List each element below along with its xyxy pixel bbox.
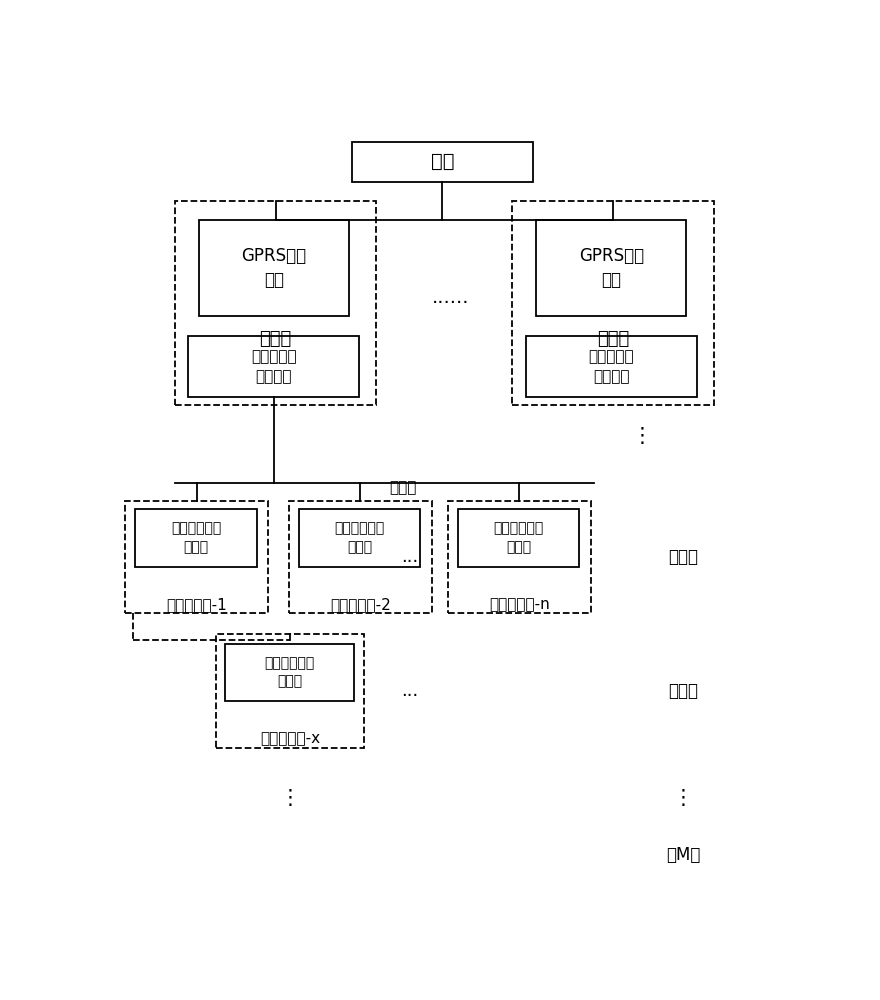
Bar: [512, 201, 714, 405]
Text: 集中器: 集中器: [598, 330, 629, 348]
Text: 载波电能表-2: 载波电能表-2: [330, 597, 391, 612]
Text: ⋮: ⋮: [672, 788, 693, 808]
Bar: [125, 501, 268, 613]
Bar: [536, 220, 686, 316]
Bar: [199, 220, 348, 316]
Bar: [299, 509, 421, 567]
Text: ...: ...: [401, 682, 419, 700]
Bar: [216, 634, 364, 748]
Bar: [224, 644, 354, 701]
Text: 第一载波数
据收发器: 第一载波数 据收发器: [589, 349, 634, 384]
Text: 电力线: 电力线: [390, 481, 417, 496]
Text: 第M层: 第M层: [665, 846, 700, 864]
Bar: [458, 509, 579, 567]
Text: ⋮: ⋮: [280, 788, 300, 808]
Bar: [175, 201, 376, 405]
Text: 集中器: 集中器: [260, 330, 292, 348]
Bar: [136, 509, 257, 567]
Bar: [188, 336, 359, 397]
Text: GPRS通信
模块: GPRS通信 模块: [579, 247, 644, 289]
Text: 第一层: 第一层: [668, 548, 698, 566]
Text: 载波电能表-x: 载波电能表-x: [260, 732, 320, 747]
Text: 载波电能表-n: 载波电能表-n: [488, 597, 550, 612]
Text: ......: ......: [432, 288, 470, 307]
Text: 载波电能表-1: 载波电能表-1: [166, 597, 227, 612]
Text: 第一载波数
据收发器: 第一载波数 据收发器: [251, 349, 297, 384]
Text: 第二载波数据
收发器: 第二载波数据 收发器: [264, 656, 314, 689]
Bar: [352, 142, 533, 182]
Text: 第二层: 第二层: [668, 682, 698, 700]
Text: 第二载波数据
收发器: 第二载波数据 收发器: [494, 522, 544, 554]
Text: ⋮: ⋮: [632, 426, 652, 446]
Text: 第二载波数据
收发器: 第二载波数据 收发器: [171, 522, 221, 554]
Bar: [448, 501, 590, 613]
Text: GPRS通信
模块: GPRS通信 模块: [241, 247, 306, 289]
Text: ...: ...: [401, 548, 419, 566]
Text: 第二载波数据
收发器: 第二载波数据 收发器: [334, 522, 385, 554]
Bar: [289, 501, 432, 613]
Text: 主站: 主站: [430, 152, 454, 171]
Bar: [526, 336, 697, 397]
